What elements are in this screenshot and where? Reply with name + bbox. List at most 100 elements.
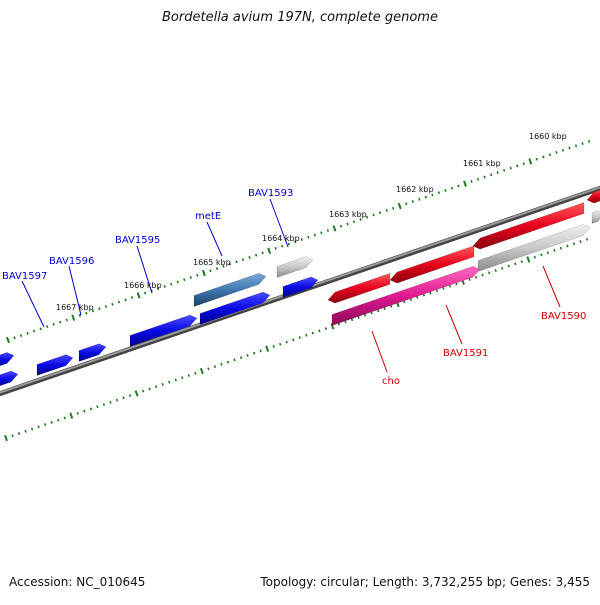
inner-minor-tick	[298, 336, 301, 339]
leader-bav1593	[269, 198, 289, 248]
inner-minor-tick	[409, 298, 412, 302]
outer-major-tick	[6, 336, 10, 344]
gene-label-bav1590: BAV1590	[541, 311, 586, 322]
outer-minor-tick	[98, 307, 101, 311]
outer-tick-ring	[6, 139, 591, 344]
gene-arrow-edge-grey	[591, 210, 600, 224]
outer-minor-tick	[111, 302, 114, 306]
inner-minor-tick	[435, 289, 439, 293]
inner-minor-tick	[122, 396, 125, 400]
outer-minor-tick	[157, 287, 160, 291]
outer-major-tick	[71, 314, 76, 321]
gene-arrow-bav1597-a	[0, 352, 15, 367]
gene-arrow-bav1590	[472, 202, 585, 250]
inner-minor-tick	[546, 251, 550, 255]
inner-minor-tick	[194, 371, 197, 375]
outer-minor-tick	[287, 242, 290, 246]
outer-minor-tick	[85, 311, 88, 315]
outer-minor-tick	[378, 211, 382, 215]
outer-minor-tick	[320, 231, 323, 235]
gene-label-bav1595: BAV1595	[115, 235, 160, 246]
leader-cho	[371, 330, 388, 373]
outer-minor-tick	[313, 233, 317, 237]
outer-minor-tick	[196, 273, 199, 277]
inner-minor-tick	[514, 262, 517, 266]
inner-minor-tick	[553, 249, 556, 252]
inner-minor-tick	[57, 418, 60, 422]
gene-label-bav1597: BAV1597	[2, 271, 47, 282]
leader-bav1590	[542, 265, 561, 308]
inner-minor-tick	[422, 293, 426, 297]
inner-minor-tick	[83, 409, 86, 413]
outer-minor-tick	[548, 153, 552, 157]
inner-minor-tick	[207, 367, 210, 371]
outer-minor-tick	[411, 200, 414, 204]
inner-minor-tick	[141, 389, 145, 393]
gene-arrow-bav1593-grey	[276, 256, 314, 278]
inner-minor-tick	[17, 432, 21, 435]
inner-minor-tick	[76, 412, 79, 415]
gene-label-mete: metE	[195, 211, 221, 222]
inner-minor-tick	[24, 429, 27, 433]
outer-minor-tick	[241, 258, 245, 262]
inner-minor-tick	[155, 385, 158, 389]
inner-minor-tick	[572, 242, 576, 246]
inner-minor-tick	[540, 253, 543, 257]
inner-minor-tick	[63, 416, 66, 420]
tick-label-1665: 1665 kbp	[193, 258, 231, 267]
gene-arrow-bav1596	[36, 354, 74, 376]
outer-minor-tick	[561, 148, 565, 152]
inner-minor-tick	[233, 358, 236, 362]
inner-tick-ring	[4, 237, 589, 442]
inner-minor-tick	[311, 331, 315, 335]
outer-minor-tick	[26, 331, 29, 335]
inner-minor-tick	[501, 266, 504, 270]
outer-minor-tick	[13, 336, 16, 340]
outer-minor-tick	[52, 322, 55, 326]
inner-minor-tick	[252, 351, 256, 355]
tick-label-1667: 1667 kbp	[56, 303, 94, 312]
inner-minor-tick	[11, 434, 14, 438]
inner-minor-tick	[161, 382, 164, 386]
inner-minor-tick	[429, 291, 432, 295]
outer-minor-tick	[65, 318, 68, 322]
outer-minor-tick	[261, 251, 264, 255]
gene-label-bav1596: BAV1596	[49, 256, 94, 267]
gene-arrow-cho-red	[327, 272, 391, 304]
outer-major-tick	[332, 225, 337, 232]
inner-minor-tick	[474, 275, 478, 279]
outer-minor-tick	[385, 209, 388, 212]
gene-label-bav1591: BAV1591	[443, 348, 488, 359]
outer-minor-tick	[352, 220, 356, 224]
inner-minor-tick	[181, 376, 184, 380]
gene-arrow-cho	[331, 266, 481, 326]
inner-minor-tick	[102, 403, 106, 406]
inner-minor-tick	[507, 264, 510, 268]
leader-bav1597	[21, 280, 45, 328]
outer-minor-tick	[143, 291, 147, 295]
tick-label-1666: 1666 kbp	[124, 281, 162, 290]
inner-major-tick	[526, 256, 531, 263]
inner-minor-tick	[566, 244, 569, 248]
gene-arrow-bav1591	[389, 245, 475, 284]
inner-minor-tick	[239, 356, 243, 360]
outer-minor-tick	[542, 155, 545, 159]
outer-minor-tick	[248, 255, 251, 259]
outer-minor-tick	[470, 180, 473, 183]
outer-minor-tick	[254, 253, 258, 257]
gene-arrow-metE-lower	[199, 291, 271, 325]
inner-minor-tick	[115, 398, 119, 402]
outer-minor-tick	[437, 191, 441, 195]
inner-minor-tick	[324, 327, 328, 331]
outer-minor-tick	[457, 184, 460, 188]
gene-arrow-bav1597-b	[0, 370, 19, 387]
outer-minor-tick	[281, 244, 284, 248]
inner-minor-tick	[285, 340, 288, 344]
inner-minor-tick	[272, 345, 275, 348]
outer-minor-tick	[574, 144, 578, 148]
outer-minor-tick	[365, 215, 369, 219]
outer-minor-tick	[555, 151, 558, 154]
inner-minor-tick	[403, 300, 406, 304]
outer-minor-tick	[274, 247, 277, 250]
